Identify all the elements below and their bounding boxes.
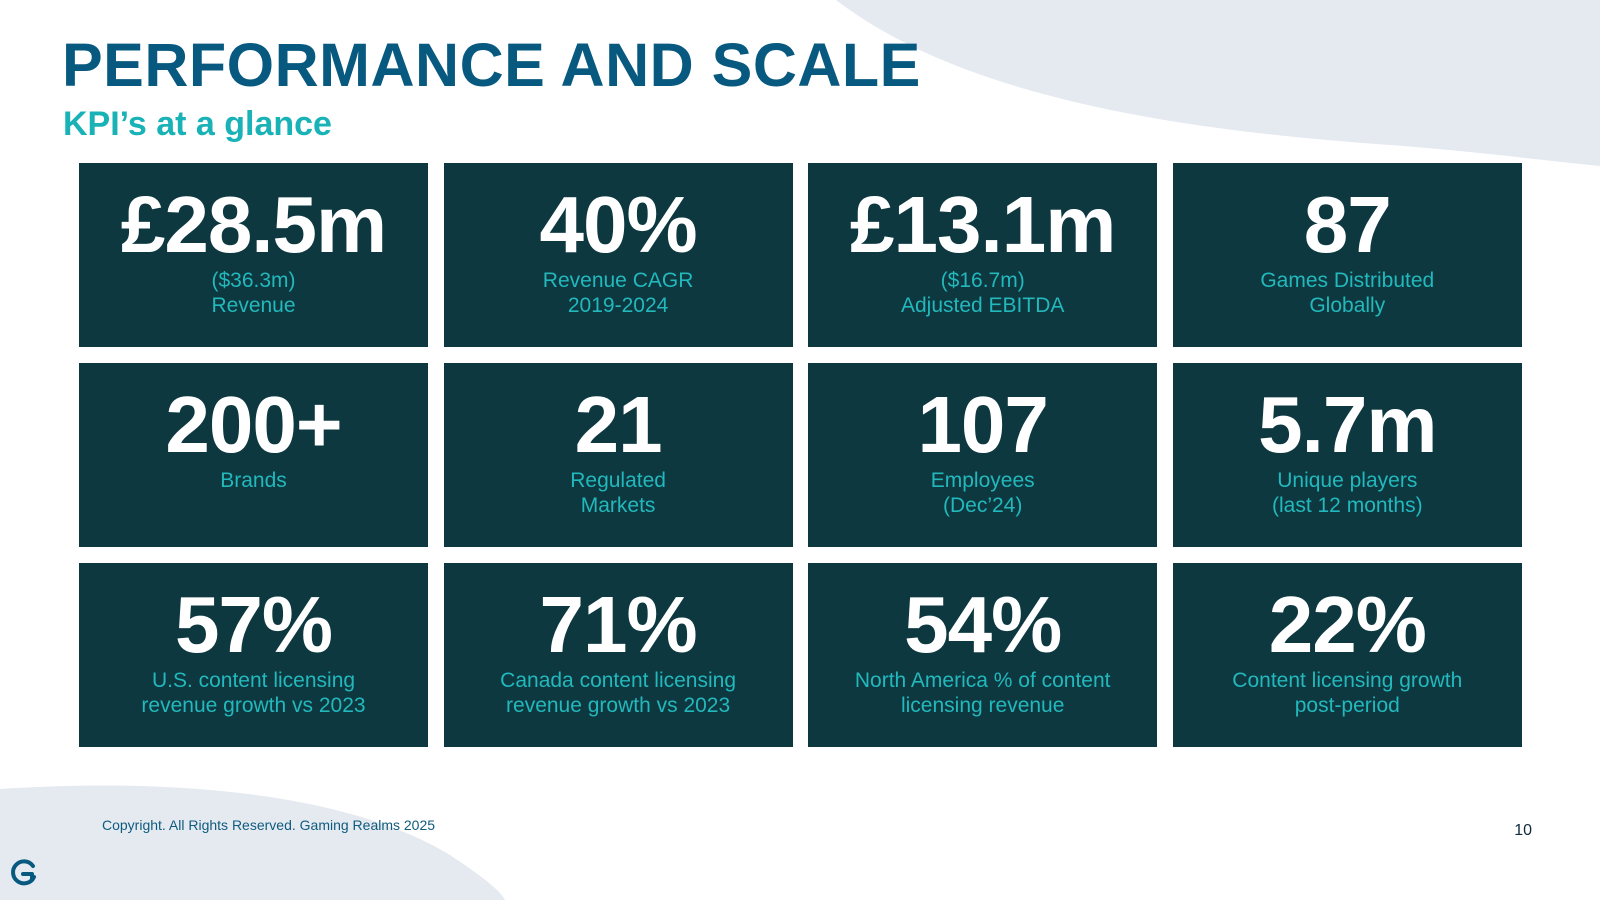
kpi-label: Brands — [220, 469, 287, 492]
kpi-tile-north-america-share: 54% North America % of content licensing… — [808, 563, 1158, 747]
page-title: PERFORMANCE AND SCALE — [62, 31, 921, 99]
kpi-label: Unique players (last 12 months) — [1272, 469, 1423, 517]
kpi-value: £28.5m — [120, 180, 387, 269]
kpi-value: 54% — [904, 580, 1062, 669]
kpi-label: Games Distributed Globally — [1260, 269, 1435, 317]
page-number: 10 — [1514, 822, 1532, 839]
kpi-tile-employees: 107 Employees (Dec’24) — [808, 363, 1158, 547]
top-right-wave-shape — [836, 0, 1600, 166]
kpi-tile-revenue: £28.5m ($36.3m) Revenue — [79, 163, 428, 347]
kpi-tile-unique-players: 5.7m Unique players (last 12 months) — [1172, 363, 1522, 547]
kpi-label: Regulated Markets — [570, 469, 666, 517]
kpi-value: 40% — [539, 180, 698, 269]
gaming-realms-logo-icon — [11, 859, 36, 886]
kpi-value: 22% — [1268, 580, 1427, 669]
kpi-label: ($16.7m) Adjusted EBITDA — [900, 269, 1065, 317]
kpi-grid: £28.5m ($36.3m) Revenue 40% Revenue CAGR… — [79, 163, 1522, 747]
kpi-value: 71% — [539, 580, 698, 669]
kpi-tile-canada-licensing-growth: 71% Canada content licensing revenue gro… — [443, 563, 793, 747]
kpi-label: U.S. content licensing revenue growth vs… — [141, 669, 366, 717]
kpi-tile-brands: 200+ Brands — [79, 363, 428, 547]
kpi-value: 200+ — [165, 380, 342, 469]
kpi-label: ($36.3m) Revenue — [211, 269, 296, 317]
kpi-label: Revenue CAGR 2019-2024 — [542, 269, 694, 317]
kpi-label: Content licensing growth post-period — [1232, 669, 1463, 717]
kpi-tile-us-licensing-growth: 57% U.S. content licensing revenue growt… — [79, 563, 428, 747]
bottom-left-wave-shape — [0, 785, 505, 900]
copyright-text: Copyright. All Rights Reserved. Gaming R… — [102, 817, 436, 833]
kpi-tile-games-distributed: 87 Games Distributed Globally — [1172, 163, 1522, 347]
kpi-value: 5.7m — [1258, 380, 1437, 469]
kpi-tile-revenue-cagr: 40% Revenue CAGR 2019-2024 — [443, 163, 793, 347]
kpi-value: 21 — [574, 380, 663, 469]
kpi-label: Canada content licensing revenue growth … — [500, 669, 737, 717]
kpi-tile-post-period-growth: 22% Content licensing growth post-period — [1172, 563, 1522, 747]
kpi-value: 87 — [1303, 180, 1392, 269]
kpi-value: £13.1m — [850, 180, 1116, 269]
kpi-value: 57% — [174, 580, 333, 669]
kpi-value: 107 — [917, 380, 1048, 469]
kpi-tile-adjusted-ebitda: £13.1m ($16.7m) Adjusted EBITDA — [808, 163, 1158, 347]
page-subtitle: KPI’s at a glance — [63, 105, 332, 143]
kpi-label: North America % of content licensing rev… — [854, 669, 1111, 717]
kpi-tile-regulated-markets: 21 Regulated Markets — [443, 363, 793, 547]
kpi-label: Employees (Dec’24) — [930, 469, 1035, 517]
